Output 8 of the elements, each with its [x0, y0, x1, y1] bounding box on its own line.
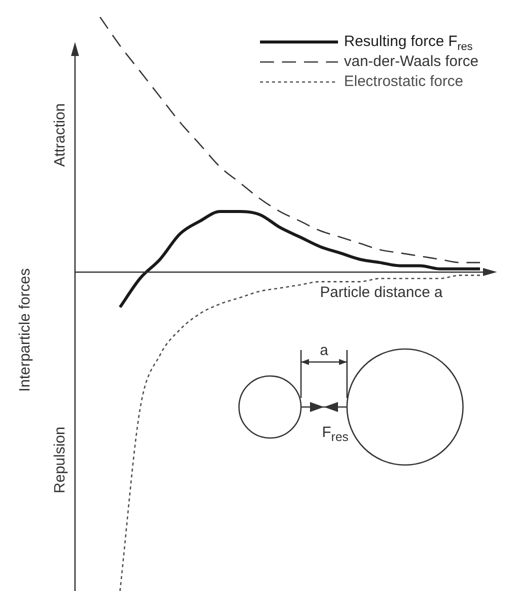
- x-axis-title: Particle distance a: [320, 284, 443, 301]
- text: Attraction: [52, 103, 68, 167]
- text: Electrostatic force: [344, 73, 464, 90]
- y-axis-title: Interparticle forces: [16, 268, 34, 392]
- text: van-der-Waals force: [344, 53, 478, 70]
- text: Repulsion: [52, 426, 68, 494]
- annotation: F$_{res}$: [322, 424, 349, 444]
- annotation: a: [320, 342, 328, 359]
